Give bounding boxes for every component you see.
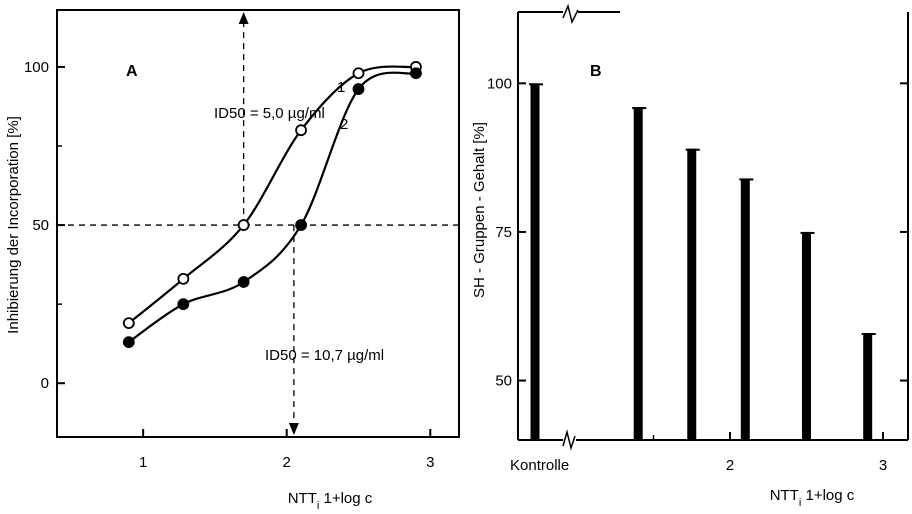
series-1-point-open-circle: [122, 317, 135, 330]
panel-a-x-axis-title: NTTi 1+log c: [288, 490, 373, 512]
curve-1-label: 1: [337, 79, 345, 96]
arrow-down-icon: [288, 423, 299, 435]
panel-a-x-tick-label: 1: [139, 454, 147, 471]
panel-b-xlabel-main: NTT: [770, 487, 799, 504]
panel-b-xlabel-subscript: i: [799, 497, 801, 509]
bar-3: [740, 178, 750, 440]
panel-a-xlabel-suffix: 1+log c: [319, 490, 372, 507]
series-2-point-filled-circle: [352, 83, 365, 95]
series-2-point-filled-circle: [177, 298, 190, 311]
panel-a-label: A: [126, 63, 138, 80]
panel-b-y-tick-label: 50: [495, 373, 512, 390]
series-1-point-open-circle: [237, 219, 250, 231]
panel-a-x-tick-label: 3: [426, 454, 434, 471]
series-2-point-filled-circle: [237, 276, 250, 288]
panel-b-x-tick-label: 3: [879, 457, 887, 474]
series-1-point-open-circle: [177, 272, 190, 285]
series-2-point-filled-circle: [295, 219, 307, 231]
bar-4: [802, 231, 811, 440]
panel-a-xlabel-subscript: i: [317, 500, 319, 512]
panel-a-y-tick-label: 100: [24, 59, 49, 76]
panel-b: 50 75 100 2 3: [487, 75, 908, 474]
curve-2-label: 2: [340, 116, 348, 133]
id50-series1-annotation: ID50 = 5,0 µg/ml: [214, 105, 325, 122]
bar-2: [687, 148, 697, 440]
panel-b-y-tick-label: 100: [487, 75, 512, 92]
bar-0: [530, 83, 540, 440]
panel-b-y-tick-label: 75: [495, 224, 512, 241]
panel-a-frame: [56, 9, 460, 438]
panel-b-xlabel-suffix: 1+log c: [801, 487, 854, 504]
series-1-point-open-circle: [352, 67, 365, 80]
panel-b-x-axis-title: NTTi 1+log c: [770, 487, 855, 509]
series-2-point-filled-circle: [410, 67, 422, 80]
panel-b-y-axis-title: SH - Gruppen - Gehalt [%]: [471, 122, 488, 298]
panel-b-axes: [517, 3, 909, 451]
panel-a-xlabel-main: NTT: [288, 490, 317, 507]
panel-b-top-axis-break: [562, 3, 579, 25]
panel-a-x-tick-label: 2: [283, 454, 291, 471]
panel-a-y-tick-label: 0: [41, 375, 49, 392]
series-1-point-open-circle: [295, 124, 307, 137]
bar-5: [863, 333, 873, 440]
panel-a: 1 2 3 0 50 100: [24, 12, 459, 471]
series-2-point-filled-circle: [122, 336, 135, 349]
panel-b-label: B: [590, 63, 602, 80]
id50-series2-annotation: ID50 = 10,7 µg/ml: [265, 347, 384, 364]
bar-1: [633, 107, 643, 440]
arrow-up-icon: [238, 12, 249, 24]
panel-b-bottom-axis-break: [562, 429, 576, 451]
panel-b-kontrolle-tick-label: Kontrolle: [510, 457, 569, 474]
panel-a-y-axis-title: Inhibierung der Incorporation [%]: [5, 116, 22, 334]
panel-a-y-tick-label: 50: [32, 217, 49, 234]
panel-b-x-tick-label: 2: [726, 457, 734, 474]
